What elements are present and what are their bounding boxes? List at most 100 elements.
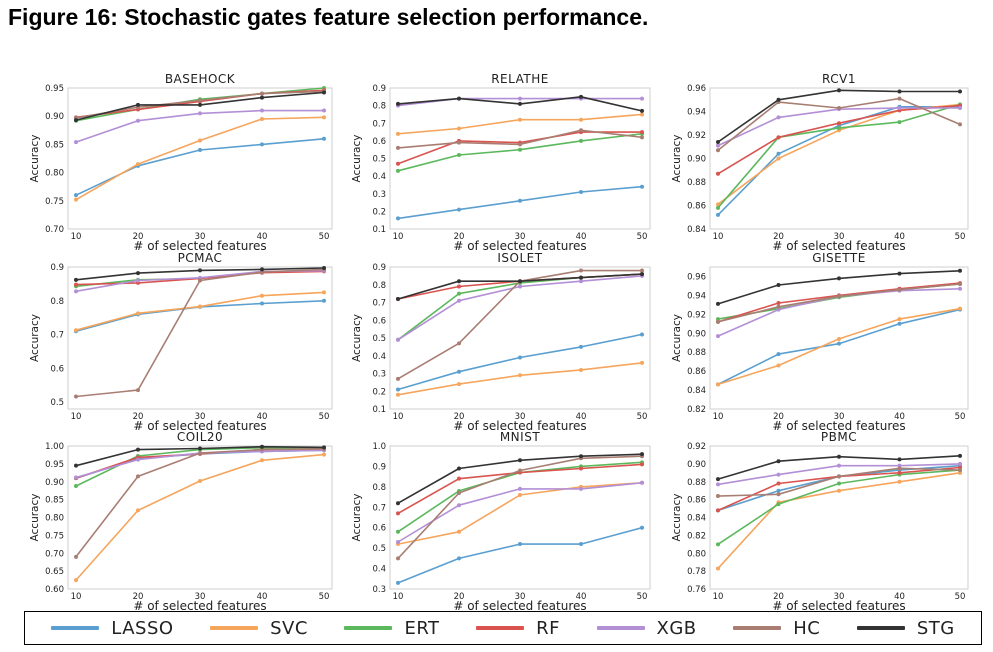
series-line-hc bbox=[75, 268, 325, 398]
y-axis-label: Accuracy bbox=[671, 135, 683, 183]
y-tick-label: 0.8 bbox=[372, 102, 386, 112]
data-point-stg bbox=[716, 301, 720, 306]
chart-title: BASEHOCK bbox=[165, 72, 236, 86]
data-point-stg bbox=[958, 268, 962, 273]
legend-label: SVC bbox=[270, 617, 308, 639]
data-point-xgb bbox=[640, 96, 644, 101]
chart-title: RCV1 bbox=[822, 72, 856, 86]
x-tick-label: 30 bbox=[515, 412, 526, 422]
y-tick-label: 0.5 bbox=[50, 398, 64, 408]
data-point-hc bbox=[716, 148, 720, 153]
data-point-hc bbox=[958, 468, 962, 473]
legend-label: HC bbox=[793, 617, 821, 639]
data-point-svc bbox=[457, 529, 461, 534]
data-point-hc bbox=[837, 294, 841, 299]
data-point-xgb bbox=[640, 480, 644, 485]
data-point-ert bbox=[776, 502, 781, 507]
data-point-hc bbox=[837, 474, 841, 479]
data-point-svc bbox=[322, 115, 326, 120]
data-point-svc bbox=[958, 306, 962, 311]
data-point-rf bbox=[716, 171, 720, 176]
data-point-xgb bbox=[716, 143, 720, 148]
data-point-svc bbox=[579, 367, 583, 372]
data-point-hc bbox=[716, 494, 720, 499]
data-point-xgb bbox=[396, 540, 400, 545]
data-point-svc bbox=[136, 162, 140, 167]
y-axis-label: Accuracy bbox=[351, 135, 363, 183]
data-point-xgb bbox=[518, 284, 522, 289]
data-point-xgb bbox=[958, 461, 962, 466]
data-point-hc bbox=[457, 490, 461, 495]
x-tick-label: 40 bbox=[894, 232, 905, 242]
y-axis-label: Accuracy bbox=[671, 494, 683, 542]
data-point-rf bbox=[396, 161, 400, 166]
y-tick-label: 0.2 bbox=[372, 387, 386, 397]
legend-swatch bbox=[856, 626, 905, 630]
x-tick-label: 50 bbox=[637, 232, 648, 242]
data-point-stg bbox=[260, 444, 264, 449]
x-axis-label: # of selected features bbox=[453, 239, 586, 253]
data-point-lasso bbox=[640, 332, 644, 337]
y-tick-label: 0.6 bbox=[50, 364, 64, 374]
data-point-stg bbox=[837, 88, 841, 93]
data-point-hc bbox=[776, 304, 781, 309]
data-point-hc bbox=[198, 451, 202, 456]
data-point-svc bbox=[518, 373, 522, 378]
y-tick-label: 0.3 bbox=[372, 370, 386, 380]
chart-title: GISETTE bbox=[812, 251, 866, 265]
x-tick-label: 20 bbox=[773, 412, 784, 422]
data-point-hc bbox=[716, 319, 720, 324]
x-tick-label: 40 bbox=[894, 592, 905, 602]
x-tick-label: 50 bbox=[319, 232, 330, 242]
x-tick-label: 20 bbox=[454, 232, 465, 242]
series-line-svc bbox=[75, 291, 325, 331]
x-axis-label: # of selected features bbox=[772, 419, 905, 433]
y-tick-label: 0.75 bbox=[45, 197, 64, 207]
y-tick-label: 0.92 bbox=[687, 310, 706, 320]
data-point-lasso bbox=[776, 488, 781, 493]
x-tick-label: 50 bbox=[637, 412, 648, 422]
data-point-ert bbox=[457, 291, 461, 296]
data-point-svc bbox=[716, 202, 720, 207]
y-axis-label: Accuracy bbox=[351, 314, 363, 362]
series-line-lasso bbox=[397, 333, 643, 391]
data-point-svc bbox=[198, 138, 202, 143]
data-point-hc bbox=[74, 554, 78, 559]
y-tick-label: 0.70 bbox=[45, 225, 64, 235]
data-point-svc bbox=[837, 336, 841, 341]
data-point-ert bbox=[716, 317, 720, 322]
y-tick-label: 0.3 bbox=[372, 585, 386, 595]
legend-item-lasso: LASSO bbox=[51, 618, 173, 639]
data-point-hc bbox=[579, 268, 583, 273]
y-tick-label: 0.88 bbox=[687, 178, 706, 188]
data-point-xgb bbox=[457, 503, 461, 508]
y-tick-label: 0.82 bbox=[687, 405, 706, 415]
legend-item-svc: SVC bbox=[210, 618, 308, 639]
x-tick-label: 10 bbox=[713, 412, 724, 422]
data-point-svc bbox=[260, 293, 264, 298]
data-point-lasso bbox=[579, 189, 583, 194]
data-point-ert bbox=[579, 138, 583, 143]
x-tick-label: 40 bbox=[576, 232, 587, 242]
data-point-xgb bbox=[837, 463, 841, 468]
series-line-rf bbox=[717, 282, 961, 323]
data-point-stg bbox=[776, 97, 781, 102]
y-tick-label: 0.9 bbox=[372, 263, 386, 273]
data-point-stg bbox=[837, 276, 841, 281]
x-tick-label: 30 bbox=[195, 232, 206, 242]
data-point-stg bbox=[518, 279, 522, 284]
data-point-rf bbox=[897, 470, 902, 475]
x-tick-label: 50 bbox=[955, 592, 966, 602]
x-tick-label: 30 bbox=[195, 412, 206, 422]
data-point-rf bbox=[74, 282, 78, 287]
y-tick-label: 0.94 bbox=[687, 291, 706, 301]
data-point-rf bbox=[396, 511, 400, 516]
x-tick-label: 50 bbox=[955, 232, 966, 242]
data-point-hc bbox=[457, 140, 461, 145]
data-point-stg bbox=[579, 94, 583, 99]
data-point-lasso bbox=[396, 216, 400, 221]
y-tick-label: 0.1 bbox=[372, 405, 386, 415]
data-point-hc bbox=[74, 394, 78, 399]
x-tick-label: 20 bbox=[454, 592, 465, 602]
data-point-stg bbox=[579, 454, 583, 459]
